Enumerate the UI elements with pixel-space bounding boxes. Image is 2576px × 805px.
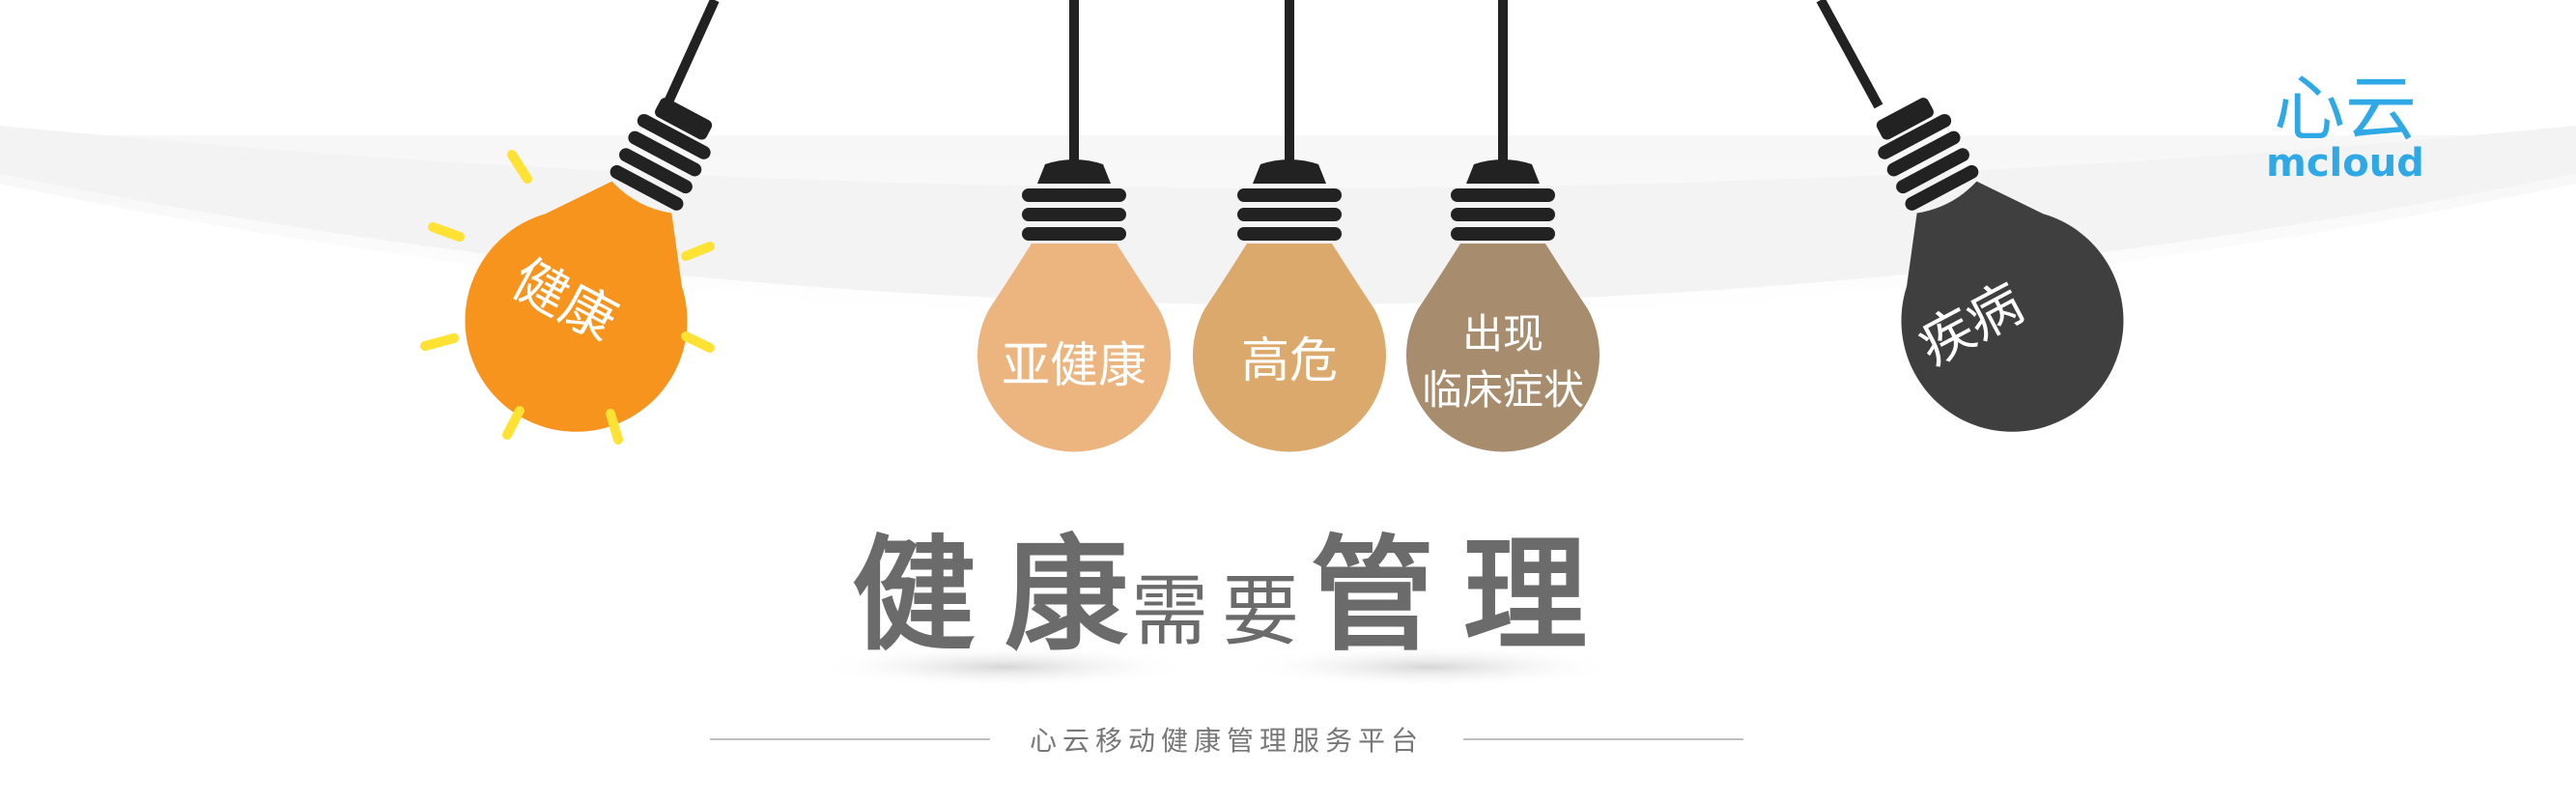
headline-word-needs: 需要 (1131, 566, 1313, 656)
logo-chinese: 心云 (2274, 68, 2417, 151)
mcloud-logo: 心云 mcloud (2266, 68, 2424, 186)
bulb-clinical-symptoms-label-line2: 临床症状 (1422, 366, 1584, 414)
bulb-healthy-glass (465, 181, 688, 432)
bulb-healthy: 健康 (420, 0, 720, 445)
bulb-high-risk-glass (1193, 244, 1386, 452)
tagline: 心云移动健康管理服务平台 (1030, 725, 1424, 757)
headline-word-management: 管理 (1311, 524, 1616, 668)
bulb-high-risk-label: 高危 (1241, 332, 1338, 388)
bulb-clinical-symptoms-label-line1: 出现 (1462, 310, 1543, 358)
bulb-high-risk: 高危 (1193, 0, 1386, 452)
bulb-disease-glass (1901, 181, 2124, 432)
bulb-clinical-symptoms-glass (1406, 244, 1599, 452)
bulb-clinical-symptoms: 出现 临床症状 (1406, 0, 1599, 452)
bulb-subhealthy: 亚健康 (977, 0, 1171, 452)
logo-english: mcloud (2266, 141, 2424, 186)
bulb-subhealthy-label: 亚健康 (1002, 337, 1146, 393)
bulb-subhealthy-glass (977, 244, 1171, 452)
headline-word-health: 健康 (852, 524, 1157, 668)
bulb-disease: 疾病 (1816, 0, 2124, 432)
bulb-healthy-rays (420, 150, 715, 445)
